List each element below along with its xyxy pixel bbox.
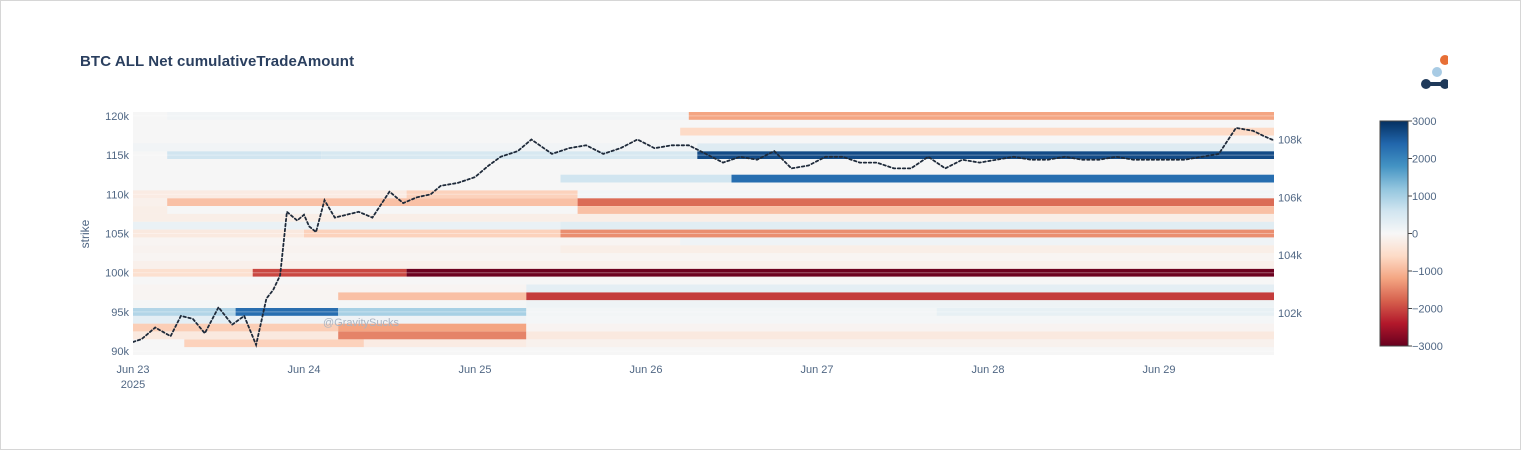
heatmap-cell <box>133 300 527 308</box>
heatmap-cell <box>252 268 407 277</box>
heatmap-cell <box>577 198 1274 206</box>
y-tick-label: 95k <box>111 307 129 319</box>
heatmap-cell <box>338 292 527 301</box>
heatmap-cell <box>133 206 168 214</box>
y-tick-label: 90k <box>111 346 129 358</box>
heatmap-cell <box>406 268 1274 277</box>
heatmap-cell <box>680 237 1274 246</box>
heatmap-cell <box>526 339 1274 348</box>
y-tick-label: 105k <box>105 229 129 241</box>
heatmap-cell <box>526 323 1274 332</box>
heatmap-cell <box>526 308 937 316</box>
heatmap-cell <box>167 112 689 120</box>
y-tick-label: 115k <box>106 150 130 162</box>
heatmap-cell <box>560 229 1274 238</box>
heatmap-cell <box>526 315 1274 324</box>
plotly-logo <box>1421 55 1458 91</box>
colorbar-tick-label: 0 <box>1412 229 1418 241</box>
x-tick-label: Jun 25 <box>458 364 491 376</box>
heatmap-cell <box>133 268 253 277</box>
colorbar-tick-label: −3000 <box>1412 341 1443 353</box>
colorbar-tick-label: −2000 <box>1412 304 1443 316</box>
heatmap-cell <box>235 315 527 324</box>
heatmap-cell <box>731 174 1274 183</box>
heatmap-cell <box>688 112 1274 120</box>
heatmap-cell <box>526 292 1274 301</box>
heatmap-cell <box>133 315 236 324</box>
heatmap-cell <box>526 300 1274 308</box>
heatmap-cell <box>338 323 527 332</box>
x-tick-year: 2025 <box>121 379 145 391</box>
y2-tick-label: 106k <box>1278 192 1302 204</box>
x-tick-label: Jun 26 <box>629 364 662 376</box>
x-tick-label: Jun 28 <box>971 364 1004 376</box>
heatmap-cell <box>363 339 527 348</box>
x-tick-label: Jun 24 <box>287 364 320 376</box>
price-line <box>133 126 1274 348</box>
heatmap-cell <box>133 198 168 206</box>
heatmap-cell <box>338 331 527 340</box>
colorbar <box>1379 120 1409 347</box>
heatmap-cell <box>526 331 1274 340</box>
heatmap-cell <box>133 308 236 316</box>
heatmap-cell <box>133 229 304 238</box>
heatmap-cell <box>560 245 1274 254</box>
x-tick-label: Jun 23 <box>116 364 149 376</box>
heatmap-cell <box>133 213 1274 222</box>
heatmap-cell <box>697 143 1274 152</box>
heatmap-cell <box>133 253 1274 261</box>
heatmap-cell <box>560 174 732 183</box>
colorbar-tick-label: 2000 <box>1412 154 1436 166</box>
colorbar-tick-label: 3000 <box>1412 116 1436 128</box>
heatmap-cell <box>936 308 1274 316</box>
colorbar-tick-label: 1000 <box>1412 191 1436 203</box>
heatmap-cell <box>133 190 407 199</box>
colorbar-tick-label: −1000 <box>1412 266 1443 278</box>
heatmap-cell <box>133 260 1274 269</box>
heatmap-cell <box>577 206 1274 214</box>
heatmap-cell <box>577 190 1274 199</box>
chart-title: BTC ALL Net cumulativeTradeAmount <box>80 53 355 70</box>
heatmap-cell <box>133 221 561 230</box>
heatmap-cell <box>526 284 1274 293</box>
y2-tick-label: 108k <box>1278 134 1302 146</box>
heatmap-cell <box>167 151 322 159</box>
x-tick-label: Jun 29 <box>1142 364 1175 376</box>
y-tick-label: 100k <box>105 268 129 280</box>
x-tick-label: Jun 27 <box>800 364 833 376</box>
heatmap-cell <box>133 323 339 332</box>
heatmap-cell <box>235 308 339 316</box>
y-tick-label: 110k <box>106 189 130 201</box>
heatmap-cell <box>321 151 698 159</box>
heatmap-cell <box>133 284 527 293</box>
y2-tick-label: 104k <box>1278 250 1302 262</box>
heatmap-cell <box>184 339 364 348</box>
y2-tick-label: 102k <box>1278 308 1302 320</box>
heatmap-cell <box>167 198 578 206</box>
heatmap-cell <box>560 221 1274 230</box>
heatmap-cell <box>133 292 339 301</box>
y-tick-label: 120k <box>105 111 129 123</box>
watermark-text: @GravitySucks <box>323 317 399 329</box>
heatmap-cell <box>133 237 681 246</box>
heatmap-cell <box>680 127 1274 136</box>
heatmap-cell <box>697 151 1274 159</box>
heatmap-cell <box>304 229 561 238</box>
y-axis-title: strike <box>78 219 92 248</box>
heatmap-cell <box>133 143 698 152</box>
heatmap-cell <box>338 308 527 316</box>
heatmap-cell <box>133 331 339 340</box>
heatmap-cell <box>133 245 561 254</box>
heatmap-cell <box>406 190 578 199</box>
